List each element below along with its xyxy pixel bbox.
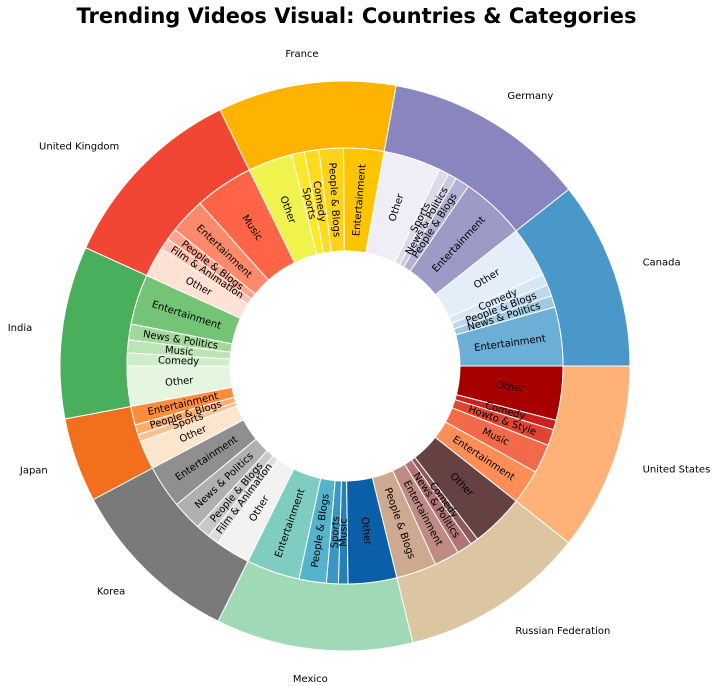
category-label-mexico-sports: Sports xyxy=(329,516,342,549)
country-label-france: France xyxy=(285,49,318,60)
country-label-canada: Canada xyxy=(643,258,681,269)
country-label-mexico: Mexico xyxy=(293,674,328,685)
category-label-mexico-other: Other xyxy=(358,516,373,546)
category-label-united-states-other: Other xyxy=(495,380,525,395)
country-label-united-states: United States xyxy=(643,464,711,475)
country-label-united-kingdom: United Kingdom xyxy=(39,141,119,152)
country-label-india: India xyxy=(8,323,33,334)
category-label-india-comedy: Comedy xyxy=(158,355,200,367)
center-hole xyxy=(230,251,460,481)
category-label-india-music: Music xyxy=(164,345,193,359)
country-ring xyxy=(59,80,631,652)
category-label-france-people-and-blogs: People & Blogs xyxy=(326,162,342,237)
country-label-russian-federation: Russian Federation xyxy=(515,626,610,637)
country-label-korea: Korea xyxy=(97,587,125,598)
category-label-india-other: Other xyxy=(165,375,195,389)
country-label-germany: Germany xyxy=(507,91,553,102)
category-ring xyxy=(126,147,564,585)
country-label-japan: Japan xyxy=(19,465,48,476)
chart-title: Trending Videos Visual: Countries & Cate… xyxy=(76,4,637,28)
category-label-mexico-music: Music xyxy=(339,518,350,547)
